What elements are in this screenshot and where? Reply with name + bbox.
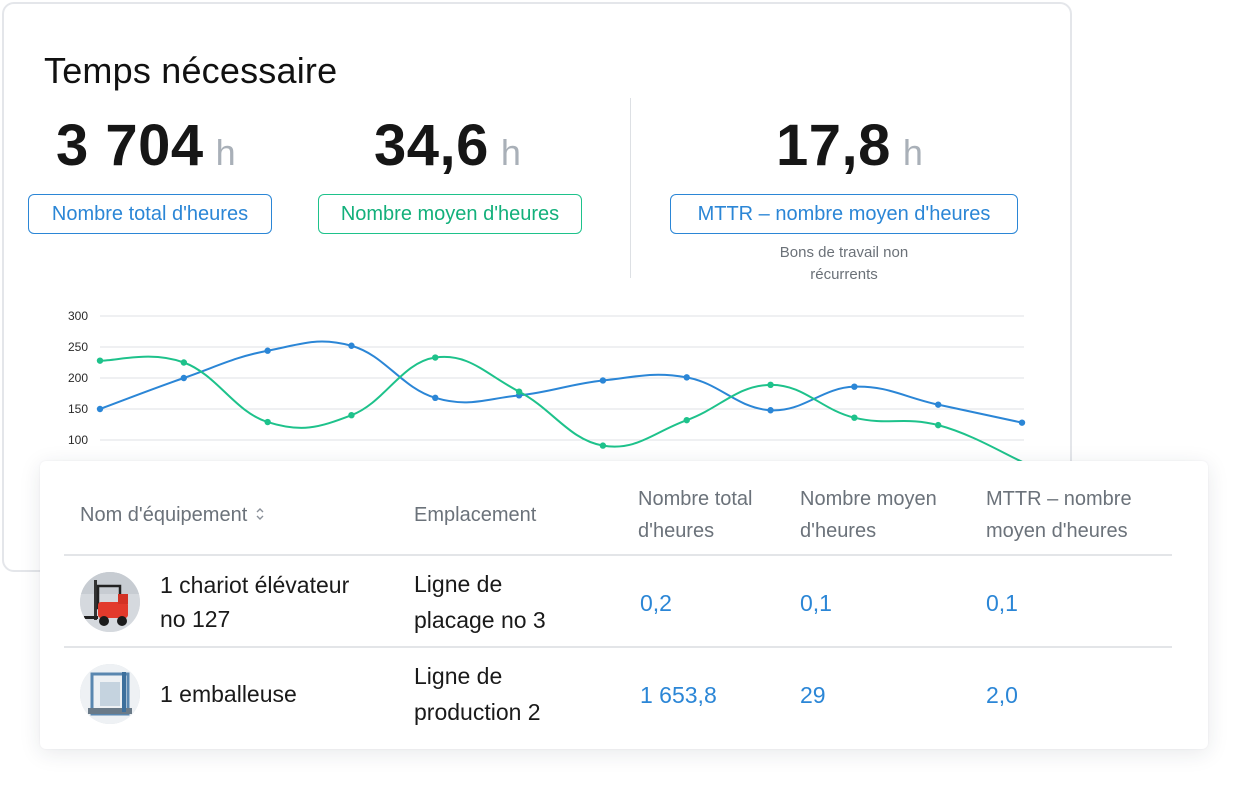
y-tick-label: 200	[68, 371, 88, 385]
header-line: Nombre total	[638, 488, 753, 510]
header-line: d'heures	[800, 520, 877, 542]
data-point	[1018, 419, 1026, 426]
equipment-location: Ligne de placage no 3	[414, 566, 604, 638]
forklift-icon	[80, 572, 140, 632]
name-line: no 127	[160, 606, 231, 632]
metric-mttr: 17,8 h	[776, 112, 923, 179]
data-point	[851, 414, 858, 421]
data-point	[180, 359, 188, 366]
column-header-label: Nom d'équipement	[80, 504, 248, 526]
data-point	[683, 416, 690, 424]
data-point	[851, 383, 858, 390]
data-point	[683, 374, 690, 381]
column-header-mttr[interactable]: MTTR – nombre moyen d'heures	[986, 483, 1132, 547]
data-point	[934, 401, 942, 408]
location-line: placage no 3	[414, 607, 546, 633]
location-line: production 2	[414, 699, 541, 725]
series-line	[99, 355, 1023, 463]
data-point	[767, 381, 774, 389]
name-line: 1 emballeuse	[160, 681, 297, 707]
y-tick-label: 250	[68, 340, 88, 354]
header-line: MTTR – nombre	[986, 488, 1132, 510]
metric-unit: h	[215, 132, 236, 173]
y-tick-label: 100	[68, 433, 88, 447]
average-hours-value: 29	[800, 682, 826, 708]
name-line: 1 chariot élévateur	[160, 572, 350, 598]
column-header-total-hours[interactable]: Nombre total d'heures	[638, 483, 753, 547]
equipment-location: Ligne de production 2	[414, 658, 604, 730]
total-hours-badge[interactable]: Nombre total d'heures	[28, 194, 272, 234]
mttr-value: 2,0	[986, 682, 1018, 708]
data-point	[264, 347, 271, 354]
metric-value: 34,6	[374, 113, 489, 178]
total-hours-value: 1 653,8	[640, 682, 717, 708]
data-point	[515, 388, 523, 395]
data-point	[599, 377, 607, 384]
data-point	[348, 412, 355, 419]
equipment-table: Nom d'équipement Emplacement Nombre tota…	[40, 461, 1208, 749]
data-point	[432, 354, 439, 361]
data-point	[96, 357, 104, 364]
metric-value: 3 704	[56, 113, 204, 178]
data-point	[264, 418, 271, 426]
data-point	[599, 442, 607, 449]
table-row[interactable]: 1 emballeuse Ligne de production 2 1 653…	[40, 648, 1208, 740]
data-point	[934, 421, 942, 429]
metric-average-hours: 34,6 h	[374, 112, 521, 179]
column-header-location[interactable]: Emplacement	[414, 504, 537, 526]
metric-total-hours: 3 704 h	[56, 112, 236, 179]
equipment-name[interactable]: 1 chariot élévateur no 127	[160, 568, 349, 636]
header-line: d'heures	[638, 520, 715, 542]
header-line: moyen d'heures	[986, 520, 1128, 542]
mttr-value: 0,1	[986, 590, 1018, 616]
data-point	[767, 407, 774, 414]
sort-icon[interactable]	[255, 500, 265, 532]
average-hours-badge[interactable]: Nombre moyen d'heures	[318, 194, 582, 234]
data-point	[432, 394, 439, 402]
wrapping-machine-icon	[80, 664, 140, 724]
column-header-average-hours[interactable]: Nombre moyen d'heures	[800, 483, 937, 547]
equipment-name[interactable]: 1 emballeuse	[160, 677, 297, 711]
hours-line-chart: 300 250 200 150 100	[68, 309, 1026, 463]
metric-divider	[630, 98, 631, 278]
mttr-note: Bons de travail non récurrents	[779, 244, 909, 283]
row-divider	[64, 646, 1172, 648]
average-hours-value: 0,1	[800, 590, 832, 616]
metric-value: 17,8	[776, 113, 891, 178]
header-divider	[64, 554, 1172, 556]
y-tick-label: 300	[68, 309, 88, 323]
data-point	[96, 405, 104, 413]
y-tick-label: 150	[68, 402, 88, 416]
metric-unit: h	[902, 132, 923, 173]
data-point	[180, 374, 188, 382]
header-line: Nombre moyen	[800, 488, 937, 510]
card-title: Temps nécessaire	[44, 50, 338, 91]
column-header-name[interactable]: Nom d'équipement	[80, 499, 265, 532]
table-row[interactable]: 1 chariot élévateur no 127 Ligne de plac…	[40, 556, 1208, 648]
data-point	[348, 342, 355, 349]
location-line: Ligne de	[414, 571, 503, 597]
metric-unit: h	[500, 132, 521, 173]
series-line	[99, 340, 1023, 424]
mttr-badge[interactable]: MTTR – nombre moyen d'heures	[670, 194, 1018, 234]
total-hours-value: 0,2	[640, 590, 672, 616]
location-line: Ligne de	[414, 663, 503, 689]
